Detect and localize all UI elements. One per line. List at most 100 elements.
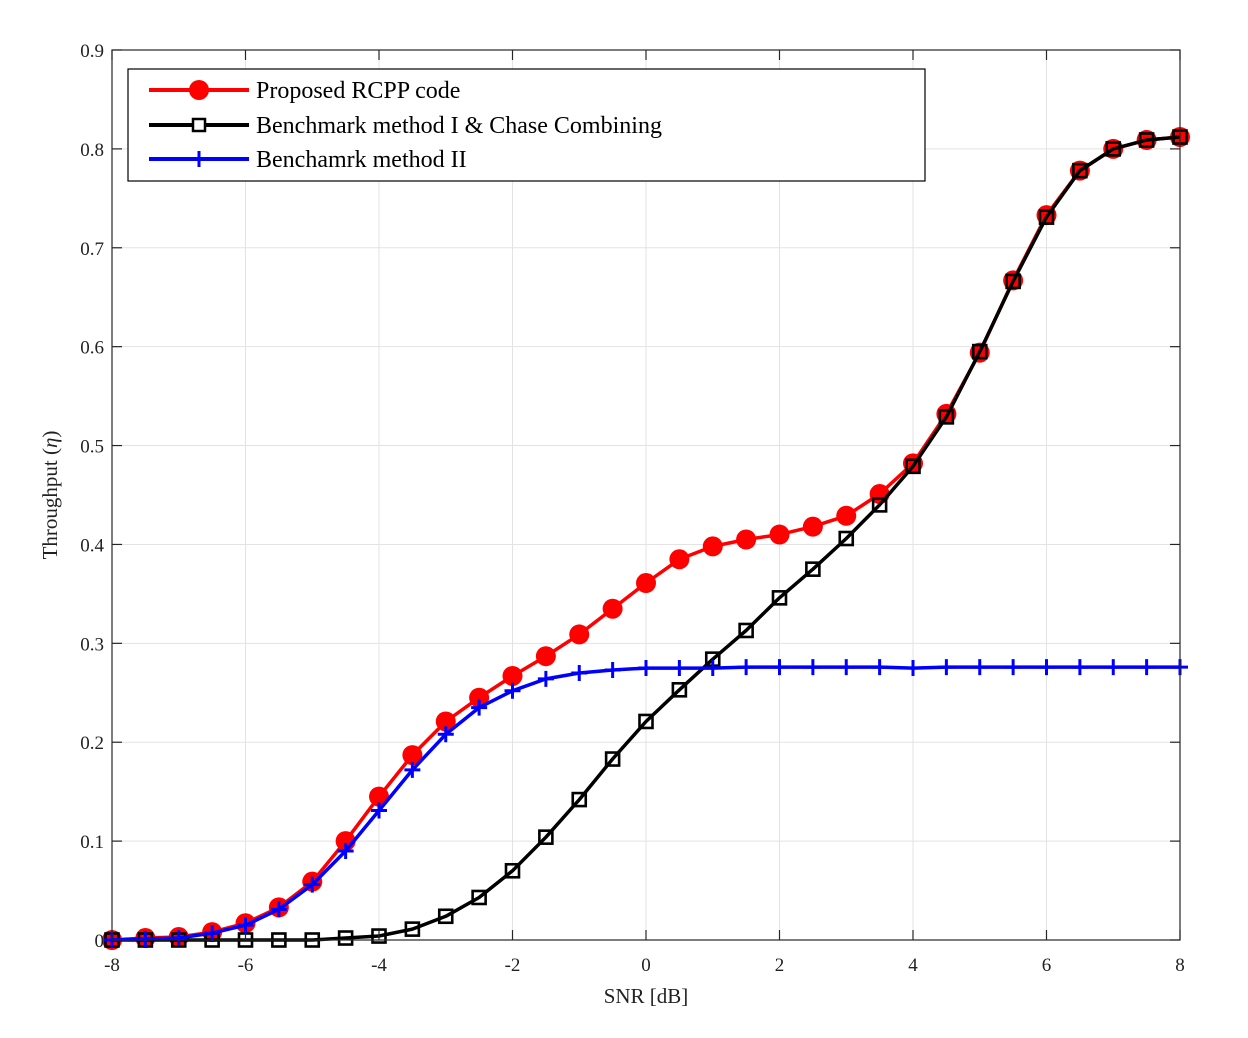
data-point-square [504,862,521,879]
x-tick-label: 4 [908,955,918,976]
data-point-circle [702,536,723,557]
data-point-square [838,530,855,547]
data-point-square [1072,162,1088,179]
data-point-plus [738,659,755,676]
data-point-plus [938,659,955,676]
data-point-circle [369,786,389,807]
data-point-square [571,791,588,808]
data-point-square [771,590,788,606]
data-point-plus [671,660,688,677]
x-tick-label: 0 [641,955,651,976]
data-point-plus [704,660,721,677]
y-tick-label: 0.4 [80,535,104,556]
data-point-plus [137,931,154,948]
y-tick-label: 0.5 [80,437,104,458]
legend-marker-circle-icon [189,80,209,100]
y-tick-label: 0.2 [80,733,104,754]
data-point-circle [502,665,523,686]
y-axis-label-text: Throughput ( [38,448,62,559]
data-point-square [437,908,454,925]
data-point-square [1105,141,1122,157]
data-point-square [805,561,821,577]
y-tick-label: 0.6 [80,338,104,359]
data-point-plus [1105,659,1122,676]
legend-item-benchmark-2: Benchamrk method II [149,147,467,173]
x-tick-label: -4 [371,955,387,976]
legend-label-benchmark-2: Benchamrk method II [256,147,467,173]
legend-box [127,68,926,182]
y-tick-label: 0.8 [80,140,104,161]
data-point-square [905,458,921,475]
data-point-circle [402,745,423,766]
data-point-circle [669,549,690,570]
x-tick-label: -2 [505,955,521,976]
axis-ticks [111,49,1181,941]
data-point-circle [736,529,757,550]
x-tick-label: 8 [1175,955,1185,976]
x-tick-label: 2 [775,955,785,976]
data-point-square [938,409,955,425]
legend-item-benchmark-1: Benchmark method I & Chase Combining [149,113,662,139]
data-point-plus [871,659,888,676]
legend-marker-plus-icon [191,151,207,167]
data-point-plus [571,665,588,681]
data-point-plus [604,662,621,679]
y-axis-label-close: ) [38,431,62,438]
data-point-square [1038,209,1055,225]
data-series [102,127,1190,950]
legend-marker-square-icon [191,117,207,133]
data-point-plus [905,660,921,677]
data-point-plus [1005,659,1022,676]
data-point-square [738,622,754,639]
y-axis-label: Throughput (η) [38,431,62,560]
data-point-square [1138,132,1155,148]
data-point-plus [204,925,221,942]
data-point-square [604,751,621,767]
data-point-circle [469,687,490,708]
data-point-circle [602,598,623,619]
data-point-circle [569,624,590,645]
data-point-plus [838,659,855,676]
data-point-circle [535,646,556,667]
data-point-circle [435,711,456,732]
legend-label-benchmark-1: Benchmark method I & Chase Combining [256,113,662,139]
data-point-circle [802,516,823,537]
y-tick-label: 0.7 [80,239,104,260]
data-point-plus [537,670,554,687]
x-tick-label: -6 [238,955,254,976]
legend-item-proposed: Proposed RCPP code [149,78,460,104]
data-point-circle [769,524,790,545]
data-point-plus [1038,659,1055,676]
data-point-plus [337,843,354,859]
data-point-square [1005,273,1021,290]
data-point-plus [804,659,821,676]
data-point-square [871,497,888,513]
x-tick-label: 6 [1042,955,1052,976]
legend: Proposed RCPP code Benchmark method I & … [127,68,926,182]
data-point-square [371,928,387,944]
data-point-plus [504,682,521,699]
data-point-square [404,921,421,937]
y-tick-label: 0.1 [80,832,104,853]
y-tick-label: 0 [95,931,105,952]
y-tick-label: 0.9 [80,41,104,62]
data-point-circle [836,505,857,526]
data-point-square [671,682,688,698]
x-axis-label: SNR [dB] [604,984,689,1008]
legend-label-proposed: Proposed RCPP code [256,78,460,104]
data-point-plus [771,659,788,676]
y-tick-label: 0.3 [80,634,104,655]
eta-symbol: η [38,438,62,448]
data-point-plus [170,930,187,947]
tick-labels: -8 -6 -4 -2 0 2 4 6 8 0 0.1 0.2 0.3 0.4 0.5 0.6 0.7 0.8 0.… [80,41,1185,976]
data-point-square [538,829,554,845]
data-point-plus [1071,659,1088,676]
data-point-plus [304,876,321,893]
data-point-plus [1138,659,1155,676]
series-3 [104,659,1188,948]
data-point-square [337,930,354,946]
data-point-plus [471,699,488,716]
data-point-plus [371,802,387,819]
data-point-square [471,889,487,906]
